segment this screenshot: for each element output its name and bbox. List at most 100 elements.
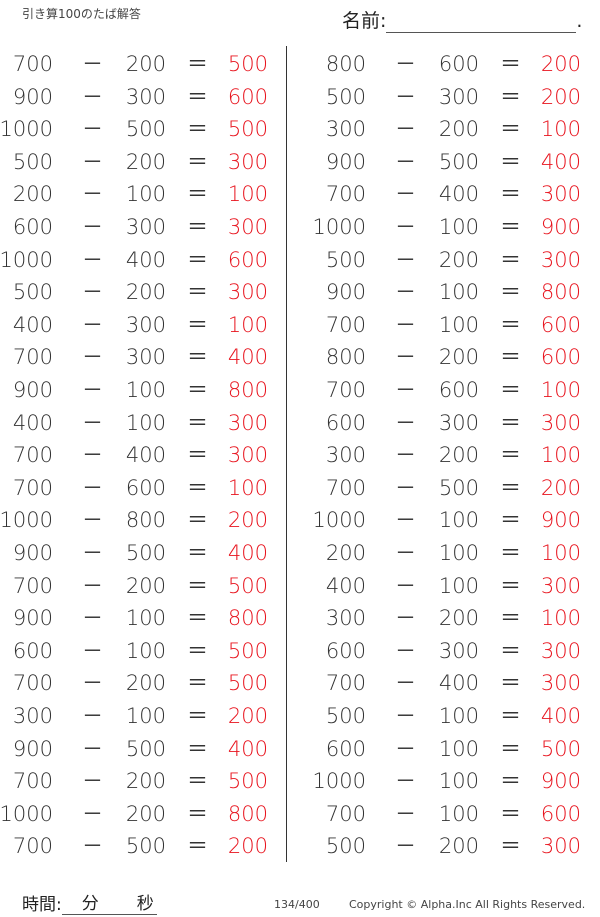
answer: 800 <box>227 378 268 402</box>
subtrahend: 200 <box>125 769 166 794</box>
answer: 600 <box>540 801 581 826</box>
minus-sign: － <box>82 52 103 76</box>
problem-row: 600 － 300 ＝ 300 <box>313 408 593 438</box>
minus-sign: － <box>395 443 416 468</box>
minuend: 600 <box>12 638 53 663</box>
minus-sign: － <box>395 573 416 598</box>
subtrahend: 200 <box>125 801 166 826</box>
equals-sign: ＝ <box>500 801 521 826</box>
subtrahend: 400 <box>125 443 166 468</box>
minus-sign: － <box>395 834 416 859</box>
equals-sign: ＝ <box>500 541 521 565</box>
answer: 200 <box>540 84 581 109</box>
equals-sign: ＝ <box>187 247 208 272</box>
minus-sign: － <box>395 638 416 663</box>
equals-sign: ＝ <box>500 378 521 402</box>
problem-row: 1000 － 500 ＝ 500 <box>0 114 280 144</box>
equals-sign: ＝ <box>187 671 208 696</box>
answer: 800 <box>227 606 268 631</box>
minuend: 1000 <box>0 801 53 826</box>
equals-sign: ＝ <box>500 508 521 533</box>
answer: 500 <box>227 671 268 696</box>
problem-row: 900 － 500 ＝ 400 <box>313 147 593 177</box>
subtrahend: 100 <box>125 606 166 631</box>
minutes-label: 分 <box>81 894 99 914</box>
problem-row: 600 － 100 ＝ 500 <box>0 636 280 666</box>
answer: 900 <box>540 769 581 794</box>
equals-sign: ＝ <box>187 541 208 565</box>
minuend: 300 <box>325 443 366 468</box>
subtrahend: 600 <box>438 52 479 76</box>
subtrahend: 100 <box>438 769 479 794</box>
answer: 500 <box>227 117 268 142</box>
minuend: 1000 <box>312 215 366 239</box>
minus-sign: － <box>82 84 103 109</box>
minuend: 400 <box>12 312 53 337</box>
answer: 900 <box>540 508 581 533</box>
answer: 300 <box>540 638 581 663</box>
answer: 200 <box>540 475 581 500</box>
answer: 300 <box>227 149 268 174</box>
equals-sign: ＝ <box>187 769 208 794</box>
minus-sign: － <box>395 671 416 696</box>
equals-sign: ＝ <box>187 475 208 500</box>
subtrahend: 800 <box>125 508 166 533</box>
problem-row: 700 － 100 ＝ 600 <box>313 799 593 829</box>
subtrahend: 300 <box>438 84 479 109</box>
name-line[interactable] <box>386 14 577 33</box>
subtrahend: 400 <box>125 247 166 272</box>
time-line[interactable]: 分秒 <box>61 894 157 915</box>
answer: 500 <box>227 573 268 598</box>
problem-row: 300 － 200 ＝ 100 <box>313 114 593 144</box>
equals-sign: ＝ <box>187 834 208 859</box>
subtrahend: 500 <box>125 736 166 761</box>
answer: 400 <box>227 736 268 761</box>
subtrahend: 100 <box>438 541 479 565</box>
minuend: 700 <box>12 834 53 859</box>
seconds-label: 秒 <box>136 894 154 914</box>
subtrahend: 200 <box>125 671 166 696</box>
answer: 300 <box>227 280 268 305</box>
subtrahend: 300 <box>125 84 166 109</box>
subtrahend: 500 <box>125 541 166 565</box>
problem-row: 1000 － 200 ＝ 800 <box>0 799 280 829</box>
answer: 300 <box>540 247 581 272</box>
subtrahend: 200 <box>438 345 479 370</box>
subtrahend: 200 <box>438 834 479 859</box>
problem-row: 900 － 300 ＝ 600 <box>0 82 280 112</box>
equals-sign: ＝ <box>500 573 521 598</box>
minuend: 700 <box>12 769 53 794</box>
answer: 100 <box>540 378 581 402</box>
minuend: 1000 <box>0 508 53 533</box>
subtrahend: 300 <box>125 215 166 239</box>
problem-row: 900 － 500 ＝ 400 <box>0 538 280 568</box>
problem-row: 700 － 200 ＝ 500 <box>0 49 280 79</box>
answer: 400 <box>540 704 581 728</box>
minuend: 700 <box>325 475 366 500</box>
problem-row: 700 － 100 ＝ 600 <box>313 310 593 340</box>
answer: 300 <box>540 671 581 696</box>
problem-row: 400 － 100 ＝ 300 <box>0 408 280 438</box>
equals-sign: ＝ <box>187 345 208 370</box>
minuend: 700 <box>12 52 53 76</box>
answer: 300 <box>540 573 581 598</box>
problem-row: 1000 － 100 ＝ 900 <box>313 766 593 796</box>
subtrahend: 200 <box>438 247 479 272</box>
answer: 200 <box>227 704 268 728</box>
problem-row: 400 － 100 ＝ 300 <box>313 571 593 601</box>
minuend: 700 <box>12 671 53 696</box>
minus-sign: － <box>395 801 416 826</box>
minus-sign: － <box>395 541 416 565</box>
minuend: 200 <box>325 541 366 565</box>
minuend: 700 <box>325 182 366 207</box>
minuend: 300 <box>325 117 366 142</box>
answer: 100 <box>540 117 581 142</box>
problem-row: 700 － 200 ＝ 500 <box>0 766 280 796</box>
subtrahend: 400 <box>438 182 479 207</box>
answer: 500 <box>227 52 268 76</box>
minuend: 1000 <box>312 508 366 533</box>
problem-row: 500 － 200 ＝ 300 <box>0 147 280 177</box>
problem-row: 1000 － 100 ＝ 900 <box>313 505 593 535</box>
answer: 100 <box>540 443 581 468</box>
minuend: 500 <box>325 84 366 109</box>
